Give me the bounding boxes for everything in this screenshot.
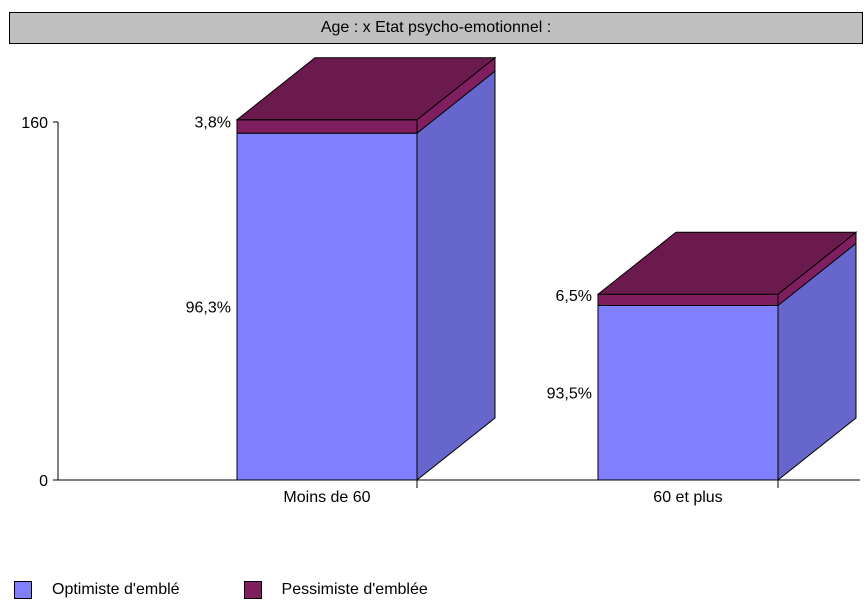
bar-optimiste [597, 304, 779, 481]
legend-item-optimiste: Optimiste d'emblé [14, 581, 180, 599]
chart-title: Age : x Etat psycho-emotionnel : [9, 12, 863, 44]
x-category-label: 60 et plus [653, 489, 722, 506]
x-category-label: Moins de 60 [283, 489, 370, 506]
legend-item-pessimiste: Pessimiste d'emblée [243, 581, 428, 599]
legend-swatch-pessimiste [243, 581, 262, 599]
bar-top-face [596, 231, 858, 295]
data-label-optimiste: 96,3% [186, 300, 231, 317]
data-label-optimiste: 93,5% [547, 386, 592, 403]
bar-pessimiste [597, 293, 779, 306]
data-label-pessimiste: 6,5% [556, 288, 592, 305]
y-tick-label: 160 [21, 115, 48, 132]
legend-swatch-optimiste [14, 581, 32, 599]
chart-legend: Optimiste d'emblé Pessimiste d'emblée [14, 581, 492, 599]
legend-label-optimiste: Optimiste d'emblé [52, 581, 180, 598]
bar-top-face [235, 57, 497, 121]
data-label-pessimiste: 3,8% [195, 114, 231, 131]
bar-optimiste [236, 132, 418, 481]
bar-pessimiste [236, 119, 418, 134]
legend-label-pessimiste: Pessimiste d'emblée [281, 581, 428, 598]
y-tick-label: 0 [39, 473, 48, 490]
